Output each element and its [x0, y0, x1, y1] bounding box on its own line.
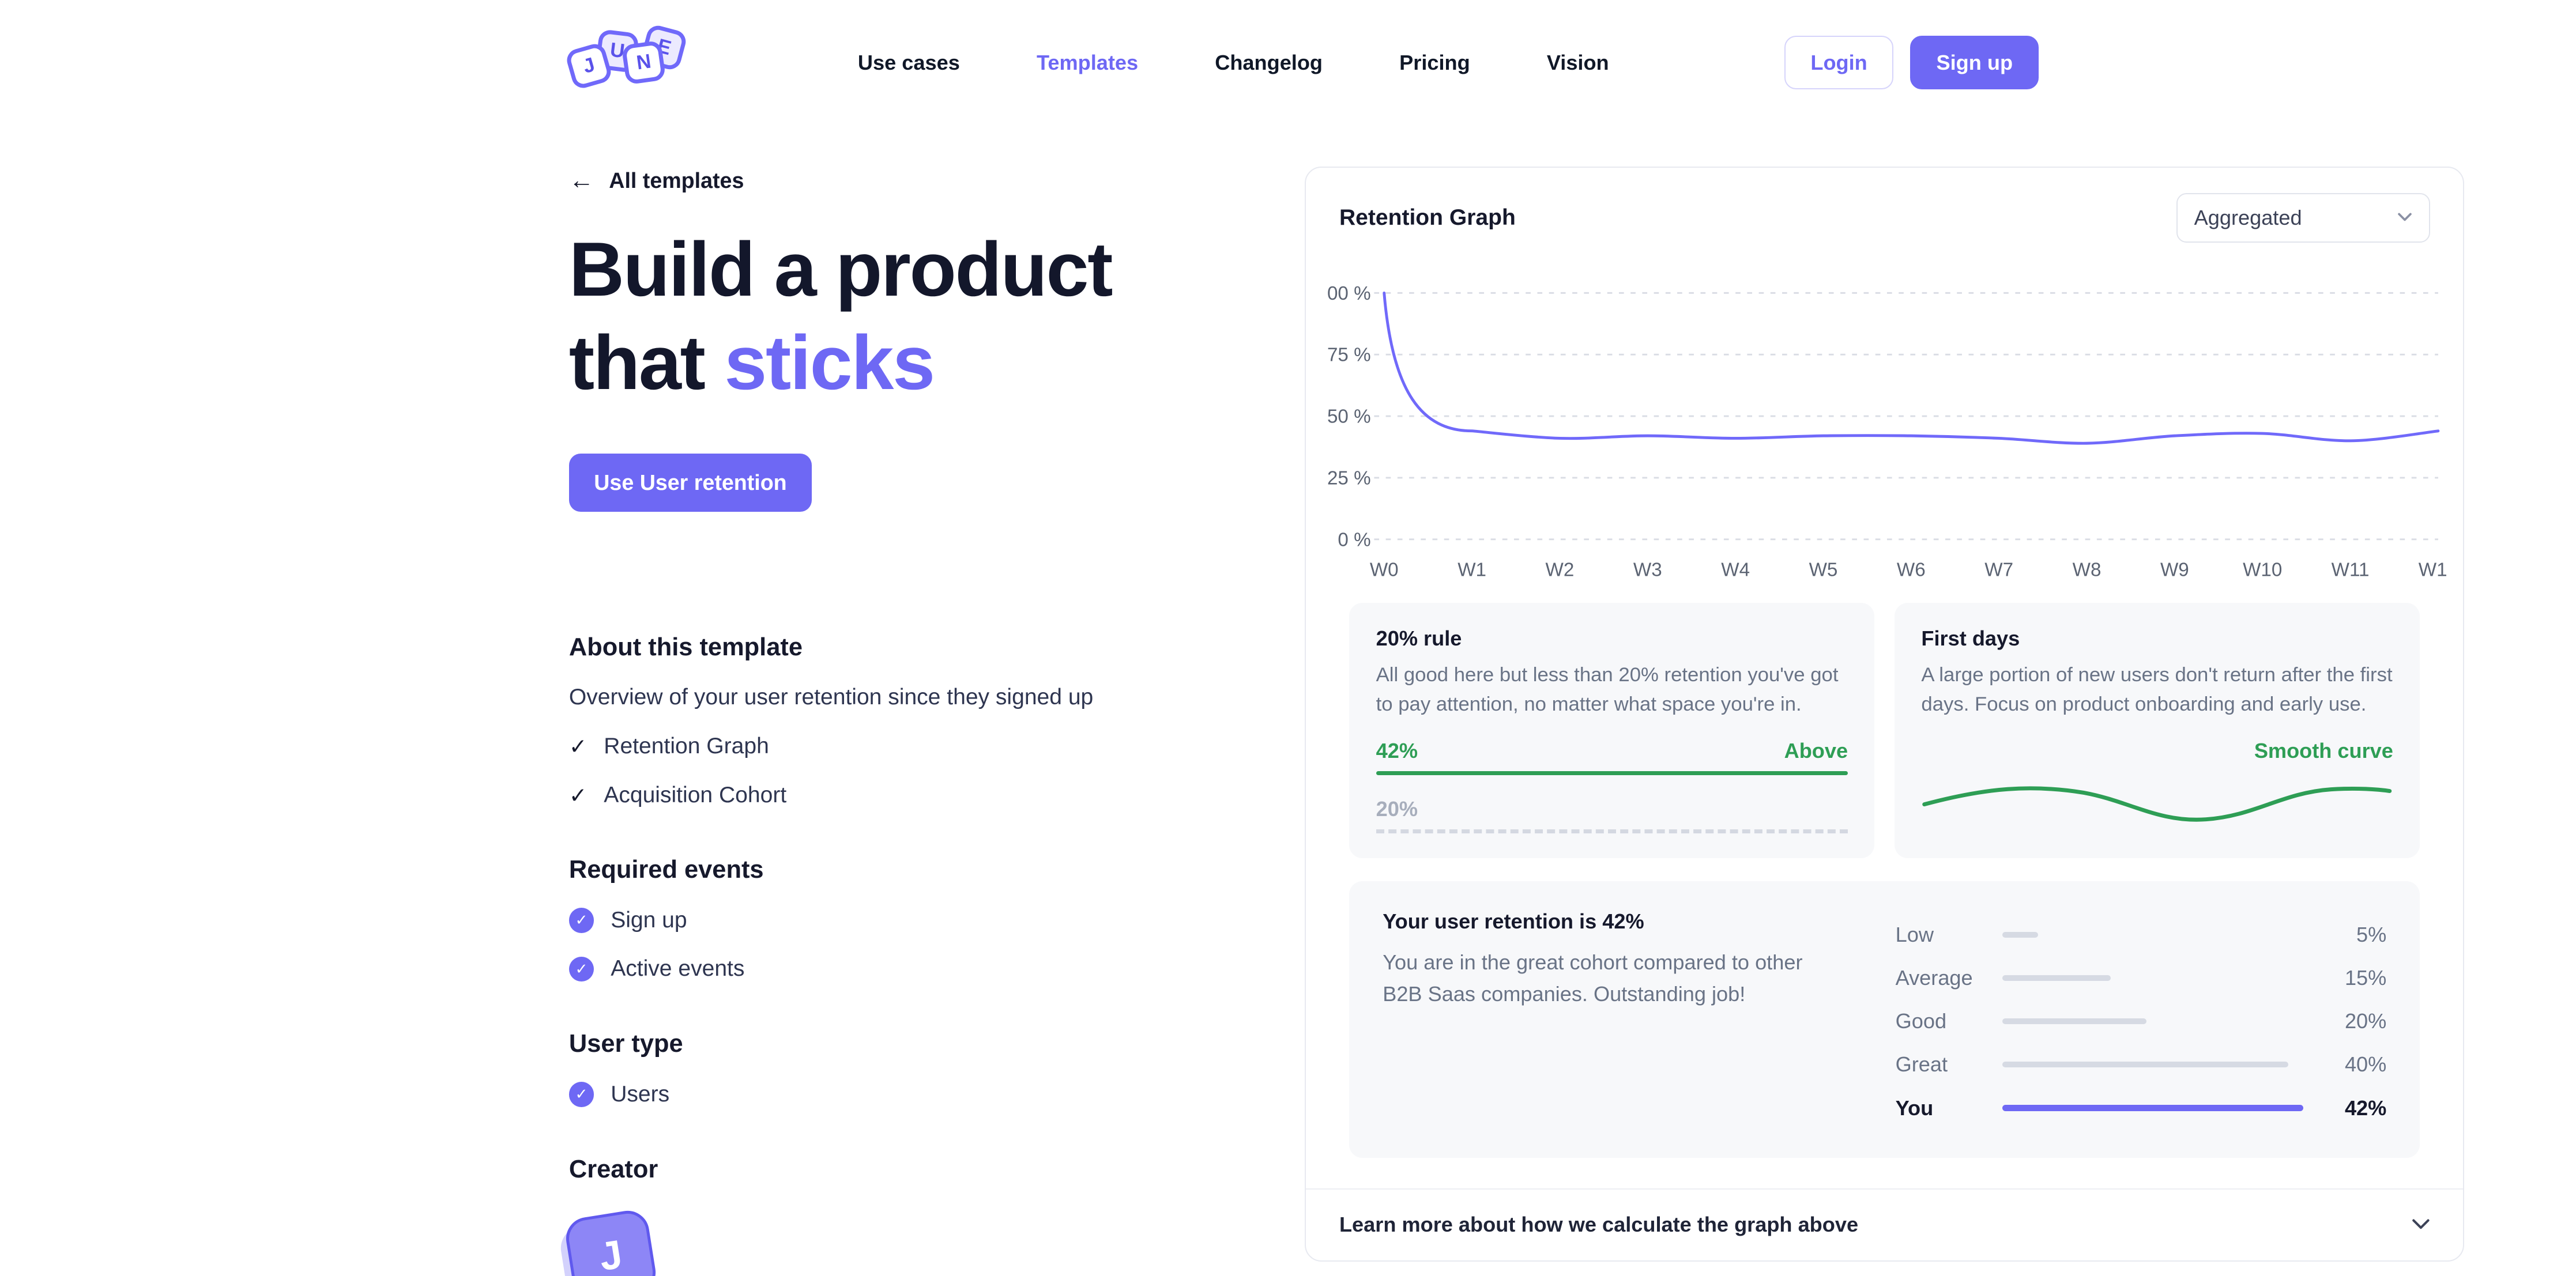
benchmark-row-low: Low 5% [1895, 922, 2387, 946]
smooth-curve-illustration [1922, 786, 2392, 822]
svg-text:W11: W11 [2332, 560, 2370, 581]
benchmark-bar [2002, 931, 2039, 938]
svg-text:00 %: 00 % [1327, 283, 1371, 304]
nav-item-changelog[interactable]: Changelog [1215, 50, 1323, 74]
creator-june-logo: J [563, 1207, 658, 1276]
signup-button[interactable]: Sign up [1910, 36, 2039, 89]
first-days-description: A large portion of new users don't retur… [1921, 664, 2393, 715]
user-type-users: ✓ Users [568, 1082, 1253, 1107]
card-title: Retention Graph [1339, 205, 1516, 231]
retention-line-chart: 00 % 75 % 50 % 25 % 0 % W0 W1 W2 W3 W4 W5 W6 W7 W8 W9 W… [1306, 256, 2463, 586]
svg-text:50 %: 50 % [1327, 406, 1371, 428]
circle-check-icon: ✓ [568, 908, 594, 933]
retention-graph-card: Retention Graph Aggregated 00 % 75 % 50 % 2… [1305, 167, 2465, 1262]
about-description: Overview of your user retention since th… [568, 685, 1094, 710]
use-template-button[interactable]: Use User retention [568, 453, 812, 512]
creator-heading: Creator [568, 1155, 658, 1183]
about-heading: About this template [568, 633, 803, 661]
circle-check-icon: ✓ [568, 956, 594, 982]
back-all-templates-link[interactable]: ← All templates [569, 168, 744, 193]
benchmark-table: Low 5% Average 15% Good 20% [1896, 909, 2387, 1130]
svg-text:W6: W6 [1897, 560, 1926, 581]
feature-retention-graph: ✓ Retention Graph [568, 734, 769, 758]
nav-item-vision[interactable]: Vision [1546, 50, 1609, 74]
template-info-column: ← All templates Build a product that sti… [563, 164, 1253, 1276]
nav-item-templates[interactable]: Templates [1036, 50, 1139, 74]
nav-actions: Login Sign up [1784, 36, 2039, 89]
check-icon: ✓ [568, 783, 587, 807]
rule-box-threshold: 20% [1376, 797, 1418, 821]
benchmark-row-you: You 42% [1895, 1096, 2387, 1120]
benchmark-bar-you [2002, 1104, 2303, 1112]
dropdown-value: Aggregated [2194, 206, 2302, 230]
required-event-sign-up: ✓ Sign up [568, 908, 1253, 933]
card-header: Retention Graph Aggregated [1306, 168, 2463, 256]
svg-text:W2: W2 [1546, 560, 1575, 581]
svg-text:W10: W10 [2243, 560, 2282, 581]
summary-text: Your user retention is 42% You are in th… [1383, 909, 1846, 1130]
svg-text:W9: W9 [2160, 560, 2189, 581]
svg-text:W4: W4 [1721, 560, 1750, 581]
rule-box-value: 42% [1376, 738, 1418, 762]
chevron-down-icon [2397, 213, 2412, 221]
insight-boxes: 20% rule All good here but less than 20%… [1306, 586, 2463, 858]
svg-text:W8: W8 [2073, 560, 2102, 581]
retention-summary-box: Your user retention is 42% You are in th… [1349, 881, 2420, 1158]
svg-text:W3: W3 [1633, 560, 1662, 581]
svg-text:75 %: 75 % [1327, 345, 1371, 366]
user-type-heading: User type [568, 1030, 683, 1058]
benchmark-row-great: Great 40% [1895, 1052, 2387, 1077]
benchmark-row-good: Good 20% [1895, 1009, 2387, 1033]
required-event-active-events: ✓ Active events [568, 956, 1253, 982]
required-events-heading: Required events [568, 856, 764, 884]
svg-text:W5: W5 [1809, 560, 1838, 581]
chevron-down-icon [2412, 1219, 2430, 1229]
back-label: All templates [609, 168, 744, 192]
top-nav: J U N E Use cases Templates Changelog Pr… [0, 0, 2576, 126]
feature-acquisition-cohort: ✓ Acquisition Cohort [568, 782, 787, 807]
svg-text:25 %: 25 % [1327, 468, 1371, 489]
svg-text:W0: W0 [1370, 560, 1399, 581]
rule-box: 20% rule All good here but less than 20%… [1349, 603, 1875, 858]
benchmark-bar [2002, 1018, 2147, 1025]
back-arrow-icon: ← [568, 166, 594, 194]
nav-item-use-cases[interactable]: Use cases [857, 50, 960, 74]
svg-text:W1: W1 [1458, 560, 1486, 581]
first-days-box: First days A large portion of new users … [1895, 603, 2420, 858]
benchmark-bar [2002, 975, 2111, 981]
learn-more-toggle[interactable]: Learn more about how we calculate the gr… [1306, 1188, 2464, 1260]
june-logo[interactable]: J U N E [564, 22, 689, 101]
page-title: Build a product that sticks [568, 226, 1113, 406]
above-threshold-line [1376, 771, 1848, 776]
check-icon: ✓ [568, 734, 587, 758]
rule-box-description: All good here but less than 20% retentio… [1376, 664, 1839, 715]
nav-links: Use cases Templates Changelog Pricing Vi… [858, 51, 1609, 75]
logo-tile-n: N [621, 40, 667, 85]
summary-description: You are in the great cohort compared to … [1383, 950, 1803, 1006]
circle-check-icon: ✓ [568, 1082, 594, 1107]
rule-box-status: Above [1784, 738, 1848, 762]
login-button[interactable]: Login [1784, 36, 1894, 89]
smooth-curve-label: Smooth curve [2254, 738, 2393, 762]
page-title-accent: sticks [724, 320, 935, 406]
threshold-dashed-line [1376, 829, 1848, 835]
preview-column: Retention Graph Aggregated 00 % 75 % 50 % 2… [1305, 167, 2465, 1276]
nav-item-pricing[interactable]: Pricing [1399, 50, 1470, 74]
svg-text:W12: W12 [2419, 560, 2448, 581]
benchmark-row-average: Average 15% [1895, 965, 2387, 990]
svg-text:W7: W7 [1984, 560, 2013, 581]
benchmark-bar [2002, 1062, 2288, 1068]
svg-text:0 %: 0 % [1338, 530, 1371, 551]
aggregated-dropdown[interactable]: Aggregated [2176, 192, 2430, 243]
